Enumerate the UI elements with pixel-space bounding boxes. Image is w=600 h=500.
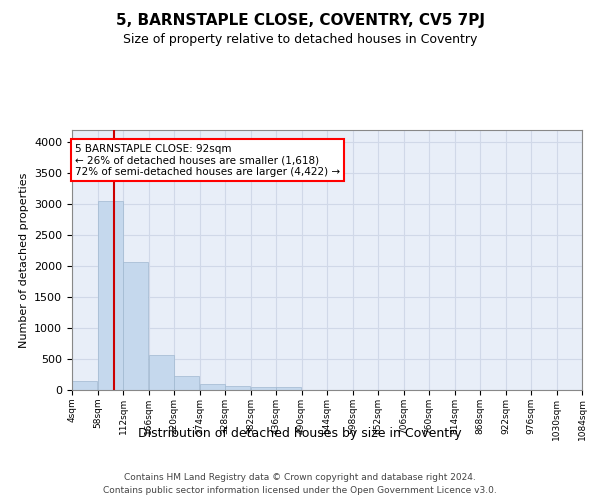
Bar [72,380,97,390]
Text: 5 BARNSTAPLE CLOSE: 92sqm
← 26% of detached houses are smaller (1,618)
72% of se: 5 BARNSTAPLE CLOSE: 92sqm ← 26% of detac… [75,144,340,177]
Text: Size of property relative to detached houses in Coventry: Size of property relative to detached ho… [123,32,477,46]
Y-axis label: Number of detached properties: Number of detached properties [19,172,29,348]
Text: Distribution of detached houses by size in Coventry: Distribution of detached houses by size … [138,428,462,440]
Bar [225,386,250,390]
Bar [174,376,199,390]
Bar [200,384,225,390]
Bar [251,386,276,390]
Text: Contains public sector information licensed under the Open Government Licence v3: Contains public sector information licen… [103,486,497,495]
Bar [123,262,148,390]
Bar [276,387,301,390]
Text: 5, BARNSTAPLE CLOSE, COVENTRY, CV5 7PJ: 5, BARNSTAPLE CLOSE, COVENTRY, CV5 7PJ [115,12,485,28]
Text: Contains HM Land Registry data © Crown copyright and database right 2024.: Contains HM Land Registry data © Crown c… [124,472,476,482]
Bar [149,356,174,390]
Bar [98,201,123,390]
